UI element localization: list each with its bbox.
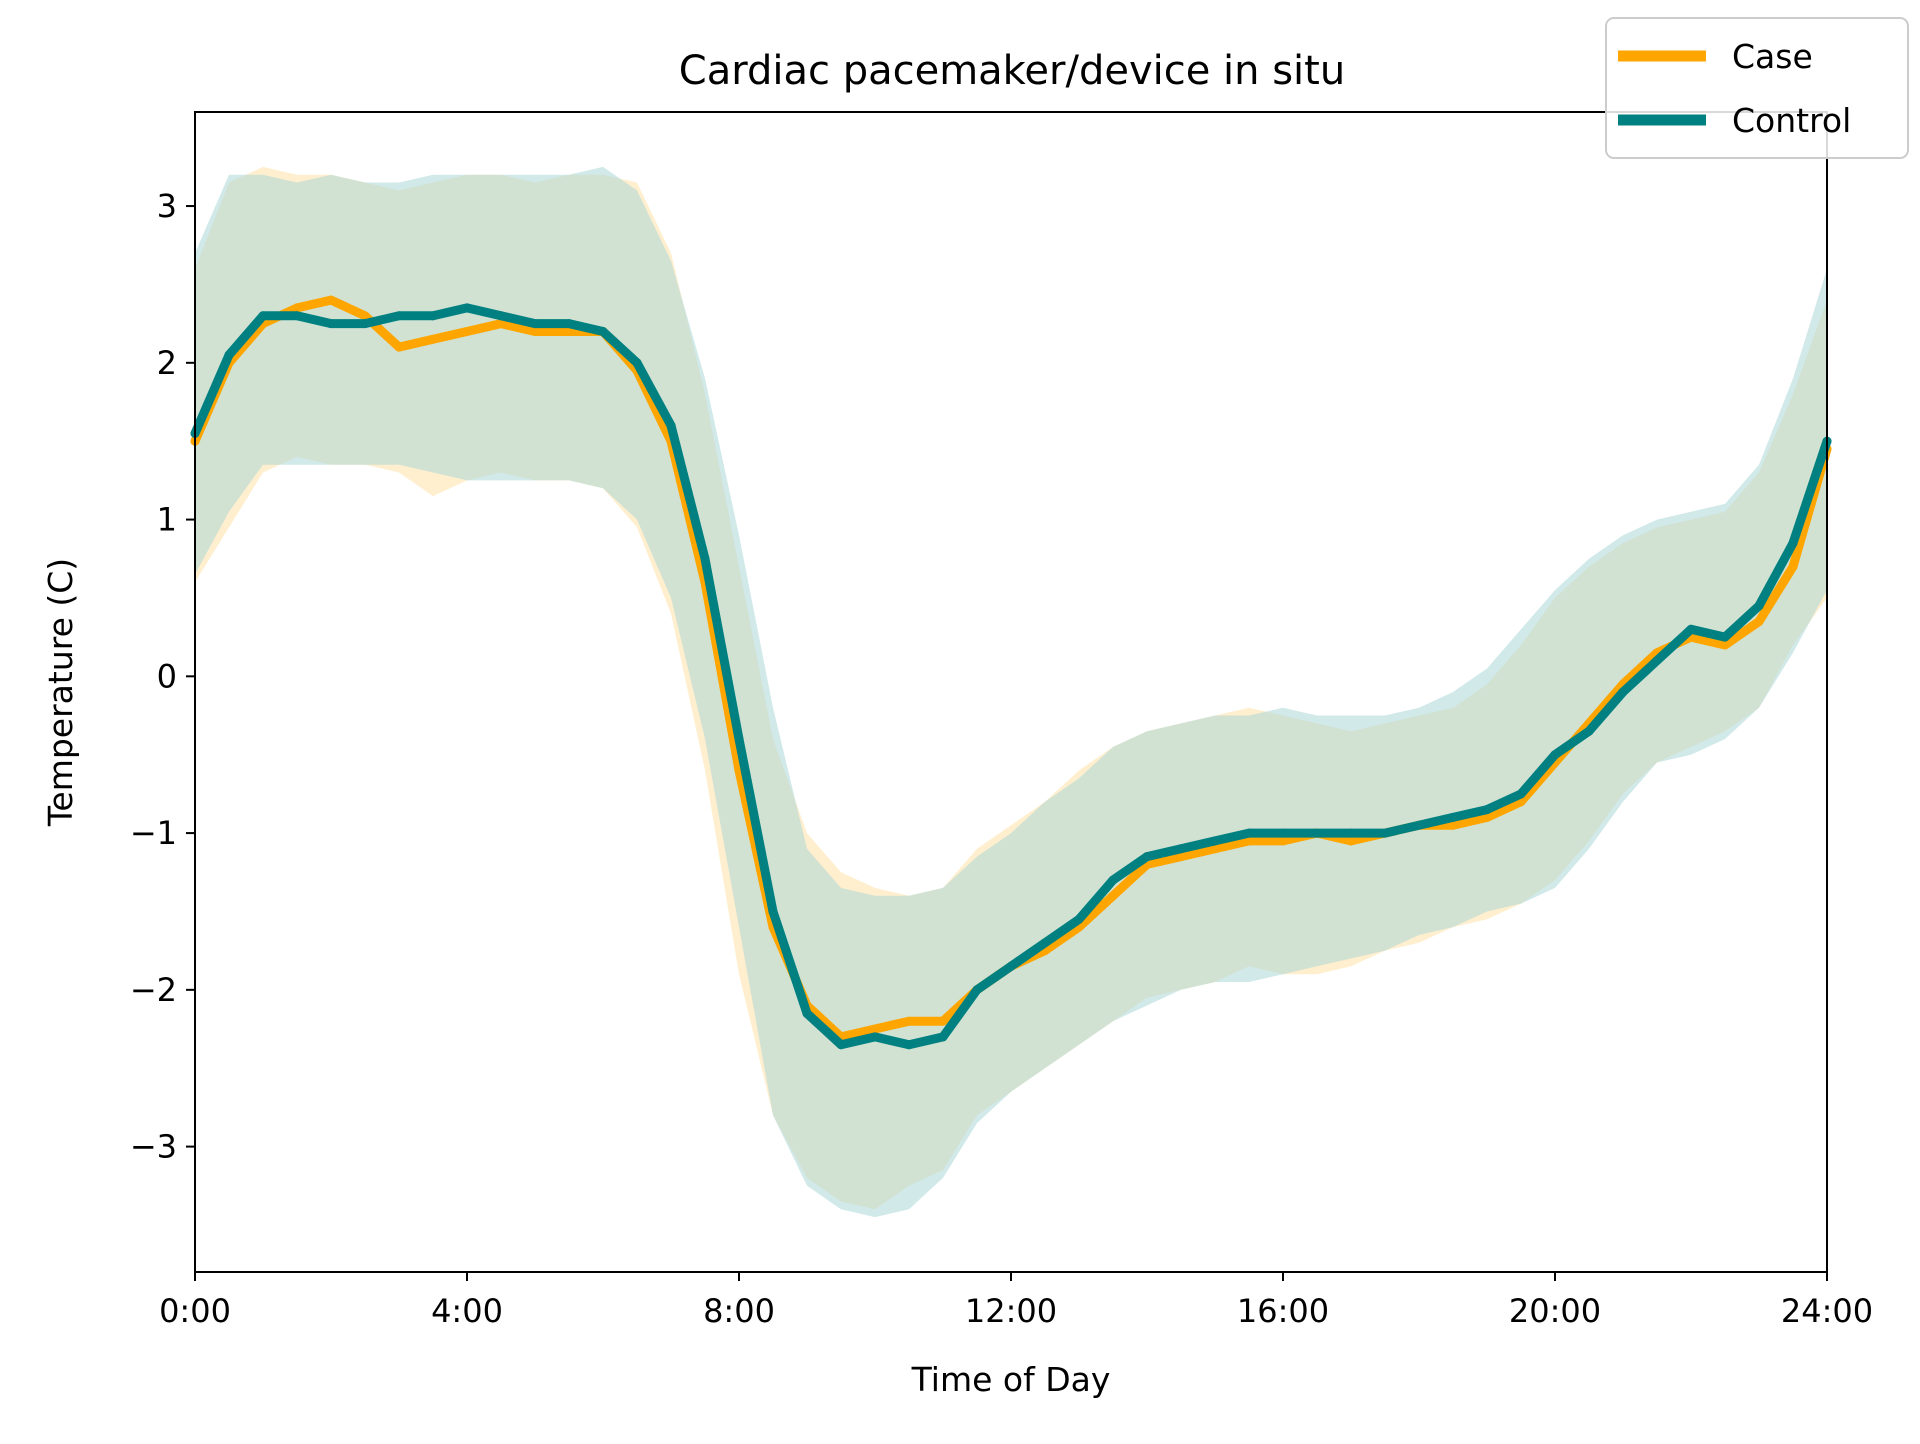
- data-point-control: [1482, 805, 1492, 815]
- data-point-control: [530, 319, 540, 329]
- data-point-control: [394, 311, 404, 321]
- data-point-case: [1788, 562, 1798, 572]
- data-point-case: [496, 319, 506, 329]
- y-tick-label: 2: [157, 344, 177, 382]
- x-tick-label: 24:00: [1781, 1292, 1873, 1330]
- data-point-control: [1006, 961, 1016, 971]
- y-tick-label: −1: [130, 814, 177, 852]
- data-point-control: [360, 319, 370, 329]
- data-point-control: [1040, 938, 1050, 948]
- y-tick-label: 1: [157, 501, 177, 539]
- data-point-control: [1686, 624, 1696, 634]
- chart-title: Cardiac pacemaker/device in situ: [679, 48, 1345, 94]
- data-point-control: [1414, 820, 1424, 830]
- data-point-case: [1448, 820, 1458, 830]
- confidence-band-control: [195, 166, 1827, 1218]
- data-point-case: [326, 295, 336, 305]
- data-point-case: [1210, 844, 1220, 854]
- data-point-case: [1482, 812, 1492, 822]
- data-point-case: [904, 1016, 914, 1026]
- data-point-control: [1210, 836, 1220, 846]
- data-point-case: [1346, 836, 1356, 846]
- data-point-control: [734, 734, 744, 744]
- data-point-control: [1244, 828, 1254, 838]
- data-point-control: [972, 985, 982, 995]
- data-point-control: [1346, 828, 1356, 838]
- data-point-case: [292, 303, 302, 313]
- x-axis-ticks: 0:00 4:00 8:00 12:00 16:00 20:00 24:00: [159, 1272, 1873, 1330]
- data-point-control: [1142, 852, 1152, 862]
- data-point-control: [768, 907, 778, 916]
- x-tick-label: 4:00: [431, 1292, 503, 1330]
- data-point-control: [224, 350, 234, 360]
- legend: Case Control: [1605, 17, 1909, 159]
- data-point-control: [1720, 632, 1730, 642]
- data-point-control: [258, 311, 268, 321]
- y-tick-label: 0: [157, 657, 177, 695]
- series-lines: [190, 295, 1832, 1050]
- data-point-control: [1550, 750, 1560, 760]
- data-point-control: [292, 311, 302, 321]
- data-point-control: [1176, 844, 1186, 854]
- legend-label-control: Control: [1732, 101, 1851, 140]
- data-point-control: [938, 1032, 948, 1042]
- confidence-bands: [195, 166, 1827, 1218]
- data-point-control: [598, 327, 608, 336]
- y-tick-label: −2: [130, 971, 177, 1009]
- data-point-control: [1516, 789, 1526, 799]
- data-point-control: [802, 1008, 812, 1018]
- x-tick-label: 16:00: [1237, 1292, 1329, 1330]
- x-tick-label: 0:00: [159, 1292, 231, 1330]
- data-point-case: [1720, 640, 1730, 650]
- data-point-case: [530, 327, 540, 336]
- data-point-case: [462, 327, 472, 336]
- data-point-control: [1312, 828, 1322, 838]
- data-point-case: [1244, 836, 1254, 846]
- data-point-control: [700, 554, 710, 564]
- data-point-control: [1278, 828, 1288, 838]
- data-point-case: [1176, 852, 1186, 862]
- data-point-control: [1788, 538, 1798, 548]
- data-point-case: [360, 311, 370, 321]
- data-point-control: [836, 1040, 846, 1050]
- data-point-case: [564, 327, 574, 336]
- data-point-case: [938, 1016, 948, 1026]
- data-point-control: [564, 319, 574, 329]
- data-point-case: [394, 342, 404, 352]
- y-axis-ticks: 3 2 1 0 −1 −2 −3: [130, 187, 195, 1166]
- data-point-control: [870, 1032, 880, 1042]
- data-point-control: [1448, 812, 1458, 822]
- data-point-control: [632, 358, 642, 368]
- y-tick-label: 3: [157, 187, 177, 225]
- data-point-control: [496, 311, 506, 321]
- data-point-case: [428, 334, 438, 344]
- data-point-case: [870, 1024, 880, 1034]
- data-point-control: [1380, 828, 1390, 838]
- data-point-control: [904, 1040, 914, 1050]
- legend-label-case: Case: [1732, 37, 1813, 76]
- data-point-control: [1108, 875, 1118, 885]
- x-tick-label: 20:00: [1509, 1292, 1601, 1330]
- data-point-control: [326, 319, 336, 329]
- data-point-control: [1754, 601, 1764, 611]
- x-axis-title: Time of Day: [911, 1360, 1111, 1399]
- x-tick-label: 12:00: [965, 1292, 1057, 1330]
- data-point-control: [1652, 656, 1662, 666]
- y-axis-title: Temperature (C): [41, 558, 80, 827]
- data-point-control: [428, 311, 438, 321]
- y-tick-label: −3: [130, 1128, 177, 1166]
- data-point-case: [1754, 617, 1764, 626]
- data-point-case: [1278, 836, 1288, 846]
- data-point-control: [1618, 687, 1628, 697]
- data-point-control: [462, 303, 472, 313]
- data-point-control: [1584, 726, 1594, 736]
- data-point-control: [666, 421, 676, 430]
- x-tick-label: 8:00: [703, 1292, 775, 1330]
- data-point-case: [1108, 891, 1118, 901]
- data-point-control: [1074, 914, 1084, 924]
